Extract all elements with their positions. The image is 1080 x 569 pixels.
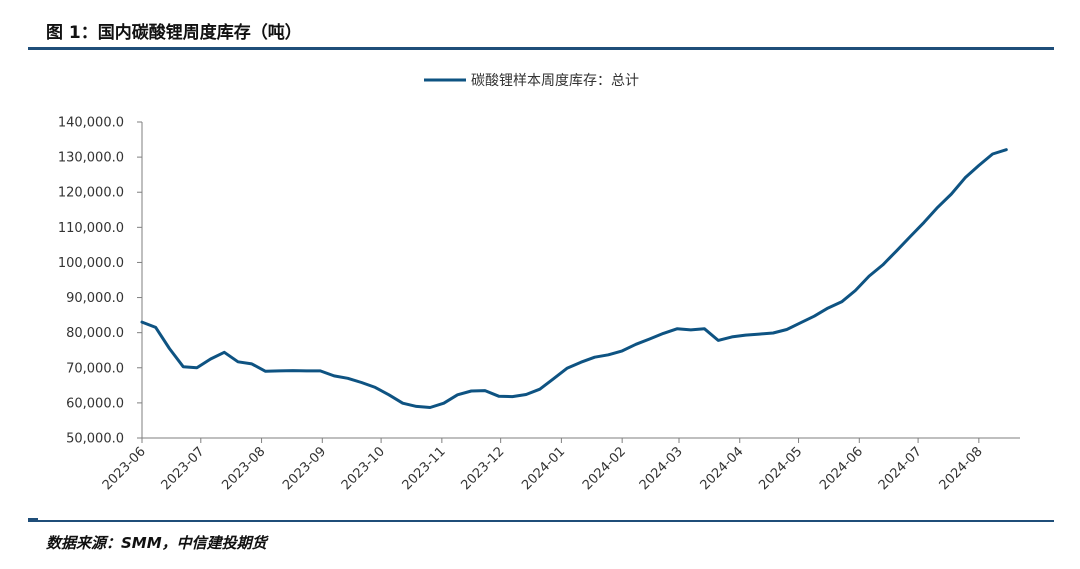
y-tick-label: 100,000.0 [58,256,124,271]
y-tick-label: 90,000.0 [66,291,124,306]
y-tick-label: 110,000.0 [58,221,124,236]
y-ticks: 50,000.0 60,000.0 70,000.0 80,000.0 90,000.0… [58,116,142,447]
y-tick-label: 140,000.0 [58,116,124,131]
figure-title: 图 1：国内碳酸锂周度库存（吨） [46,23,302,43]
x-tick-label: 2023-08 [219,444,268,493]
x-tick-label: 2023-06 [100,444,149,493]
x-tick-label: 2023-10 [339,444,388,493]
y-tick-label: 130,000.0 [58,151,124,166]
x-tick-label: 2024-01 [519,444,568,493]
x-tick-label: 2024-03 [637,444,686,493]
x-tick-label: 2024-05 [756,444,805,493]
x-ticks: 2023-06 2023-07 2023-08 2023-09 2023-10 2023-… [100,438,986,493]
bottom-rule [28,520,1054,522]
legend: 碳酸锂样本周度库存：总计 [424,73,639,89]
legend-label: 碳酸锂样本周度库存：总计 [471,73,639,89]
x-tick-label: 2023-11 [400,444,449,493]
x-tick-label: 2023-09 [280,444,329,493]
y-tick-label: 70,000.0 [66,361,124,376]
source-note: 数据来源：SMM，中信建投期货 [46,534,267,552]
series-line [140,148,1008,409]
top-rule [28,47,1054,50]
x-tick-label: 2024-04 [698,444,747,493]
x-tick-label: 2024-07 [876,444,925,493]
x-tick-label: 2023-07 [159,444,208,493]
x-tick-label: 2024-02 [580,444,629,493]
x-tick-label: 2024-08 [937,444,986,493]
y-tick-label: 60,000.0 [66,396,124,411]
y-tick-label: 50,000.0 [66,432,124,447]
x-tick-label: 2023-12 [458,444,507,493]
bottom-rule-accent [28,518,38,521]
x-tick-label: 2024-06 [817,444,866,493]
y-tick-label: 120,000.0 [58,186,124,201]
y-tick-label: 80,000.0 [66,326,124,341]
